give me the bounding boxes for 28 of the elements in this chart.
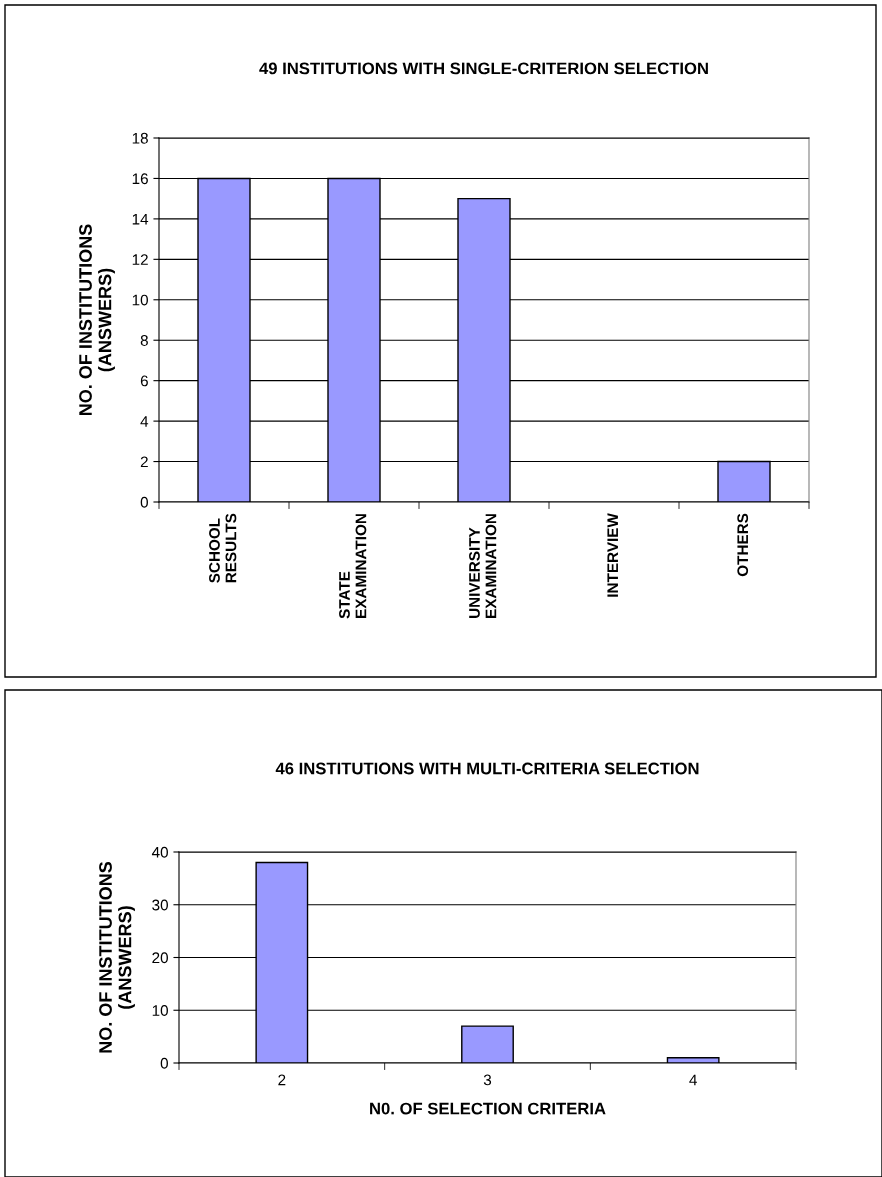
y-tick-label: 16 — [132, 173, 148, 185]
x-tick-label: OTHERS — [737, 513, 749, 577]
x-tick-label: SCHOOL RESULTS — [209, 513, 237, 583]
y-tick-label: 0 — [160, 1057, 168, 1069]
x-tick-label: STATE EXAMINATION — [339, 514, 367, 619]
y-tick-label: 20 — [152, 952, 168, 964]
y-tick-label: 12 — [132, 254, 148, 265]
y-tick-label: 18 — [132, 132, 148, 144]
x-tick-label: 4 — [689, 1074, 697, 1086]
y-tick-label: 4 — [140, 416, 149, 427]
y-tick-label: 30 — [152, 899, 168, 911]
x-tick-label: INTERVIEW — [607, 513, 618, 597]
y-tick-label: 0 — [140, 496, 148, 508]
y-tick-label: 10 — [132, 294, 148, 306]
x-tick-label: UNIVERSITY EXAMINATION — [469, 514, 497, 619]
y-axis-title: NO. OF INSTITUTIONS (ANSWERS) — [99, 861, 135, 1053]
y-tick-label: 2 — [140, 456, 148, 468]
chart-title: 46 INSTITUTIONS WITH MULTI-CRITERIA SELECTION — [275, 762, 699, 775]
y-tick-label: 6 — [140, 375, 148, 387]
chart-title: 49 INSTITUTIONS WITH SINGLE-CRITERION SELECTION — [259, 62, 708, 75]
y-tick-label: 14 — [132, 213, 149, 225]
y-tick-label: 8 — [140, 335, 148, 346]
y-tick-label: 40 — [151, 846, 168, 858]
y-axis-title: NO. OF INSTITUTIONS (ANSWERS) — [79, 224, 115, 416]
x-axis-title: N0. OF SELECTION CRITERIA — [370, 1102, 606, 1115]
x-tick-label: 2 — [278, 1074, 286, 1086]
x-tick-label: 3 — [483, 1074, 492, 1086]
y-tick-label: 10 — [152, 1005, 168, 1016]
